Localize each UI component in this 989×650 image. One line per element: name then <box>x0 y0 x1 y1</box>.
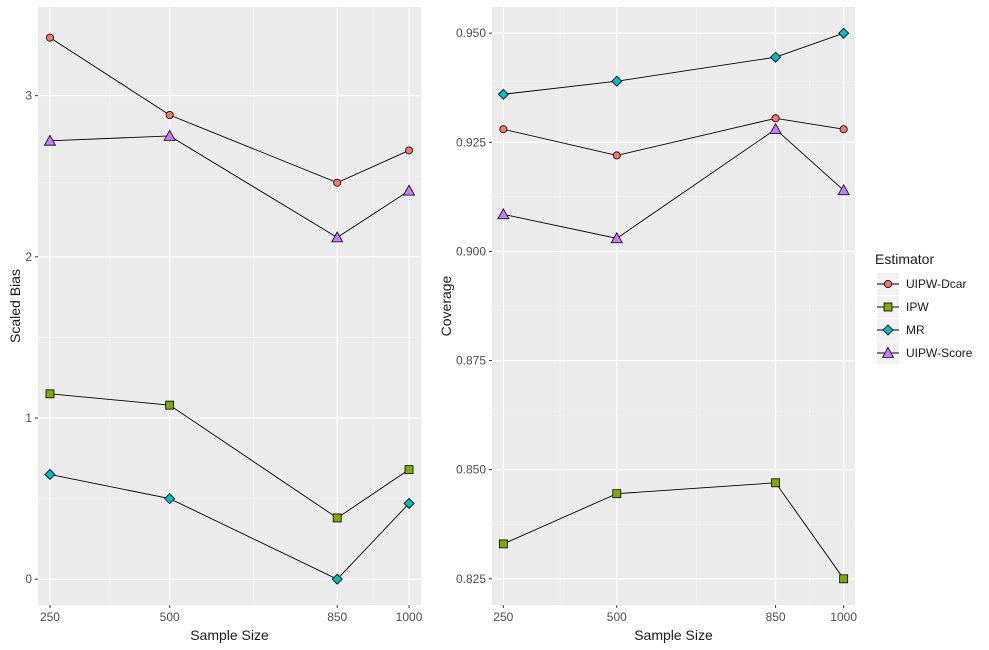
data-point-uipw-score <box>402 184 416 196</box>
legend-label: UIPW-Score <box>906 346 973 360</box>
y-axis-title: Coverage <box>438 275 454 336</box>
y-tick-label: 0.850 <box>456 463 486 477</box>
x-tick-label: 850 <box>327 610 347 624</box>
y-tick-label: 0.825 <box>456 572 486 586</box>
data-point-uipw-score <box>837 184 850 196</box>
series-line-uipw-dcar <box>49 37 410 184</box>
x-tick-label: 250 <box>40 610 60 624</box>
series-line-mr <box>503 32 844 95</box>
data-point-mr <box>331 573 343 585</box>
series-line-mr <box>49 473 410 580</box>
x-axis-title: Sample Size <box>190 627 269 643</box>
series-line-uipw-dcar <box>503 117 844 156</box>
data-point-uipw-score <box>610 232 623 244</box>
data-point-uipw-dcar <box>165 110 174 119</box>
data-point-uipw-score <box>769 122 782 135</box>
data-point-uipw-dcar <box>839 125 848 134</box>
x-tick-label: 1000 <box>830 610 857 624</box>
x-tick-label: 250 <box>493 610 513 624</box>
panel-background <box>38 7 421 605</box>
bias-panel: 0 1 2 3 250 500 850 1000 Sample Size Scaled Bias <box>7 7 423 643</box>
legend-label: MR <box>906 323 925 337</box>
y-axis-title: Scaled Bias <box>7 269 23 343</box>
legend-label: UIPW-Dcar <box>906 277 966 291</box>
legend-key-ipw <box>883 302 893 312</box>
data-point-ipw <box>771 478 780 488</box>
data-point-uipw-score <box>331 231 344 243</box>
series-line-ipw <box>503 482 845 580</box>
coverage-panel: 0.825 0.850 0.875 0.900 0.925 0.950 250 500 850 1… <box>438 7 857 643</box>
y-tick-label: 0.875 <box>456 354 486 368</box>
data-point-ipw <box>165 400 175 410</box>
data-point-uipw-dcar <box>333 178 342 187</box>
data-point-uipw-dcar <box>612 151 621 160</box>
x-axis-title: Sample Size <box>634 627 713 643</box>
legend-key-uipw-dcar <box>884 279 893 288</box>
data-point-ipw <box>45 389 55 399</box>
legend-title: Estimator <box>875 251 934 267</box>
data-point-mr <box>497 88 509 100</box>
series-line-ipw <box>49 393 410 519</box>
y-tick-label: 0.950 <box>456 26 486 40</box>
legend-label: IPW <box>906 300 929 314</box>
data-point-mr <box>770 51 782 63</box>
y-tick-label: 0 <box>25 572 32 586</box>
data-point-uipw-score <box>497 208 510 220</box>
data-point-mr <box>403 497 415 510</box>
legend-key-uipw-score <box>881 346 895 358</box>
x-tick-label: 500 <box>607 610 627 624</box>
series-line-uipw-score <box>503 128 844 239</box>
data-point-uipw-dcar <box>771 114 780 123</box>
y-tick-label: 1 <box>25 411 32 425</box>
legend-key-mr <box>882 324 894 336</box>
data-point-uipw-score <box>43 134 57 146</box>
data-point-uipw-dcar <box>405 146 414 155</box>
y-tick-label: 2 <box>25 250 32 264</box>
data-point-ipw <box>332 513 342 523</box>
y-tick-label: 0.925 <box>456 135 486 149</box>
x-tick-label: 850 <box>766 610 786 624</box>
y-tick-label: 3 <box>25 89 32 103</box>
data-point-ipw <box>612 489 622 499</box>
data-point-uipw-dcar <box>45 33 54 42</box>
y-tick-label: 0.900 <box>456 244 486 258</box>
series-line-uipw-score <box>49 135 410 239</box>
data-point-ipw <box>404 465 414 475</box>
data-point-ipw <box>839 574 849 584</box>
x-tick-label: 1000 <box>396 610 423 624</box>
data-point-mr <box>611 75 623 87</box>
x-tick-label: 500 <box>160 610 180 624</box>
legend: Estimator UIPW-Dcar IPW MR UIPW-Score <box>875 251 973 364</box>
data-point-mr <box>838 27 850 39</box>
data-point-ipw <box>498 539 508 549</box>
data-point-uipw-dcar <box>499 125 508 134</box>
data-point-mr <box>164 493 176 505</box>
data-point-uipw-score <box>163 129 176 141</box>
data-point-mr <box>44 468 56 481</box>
